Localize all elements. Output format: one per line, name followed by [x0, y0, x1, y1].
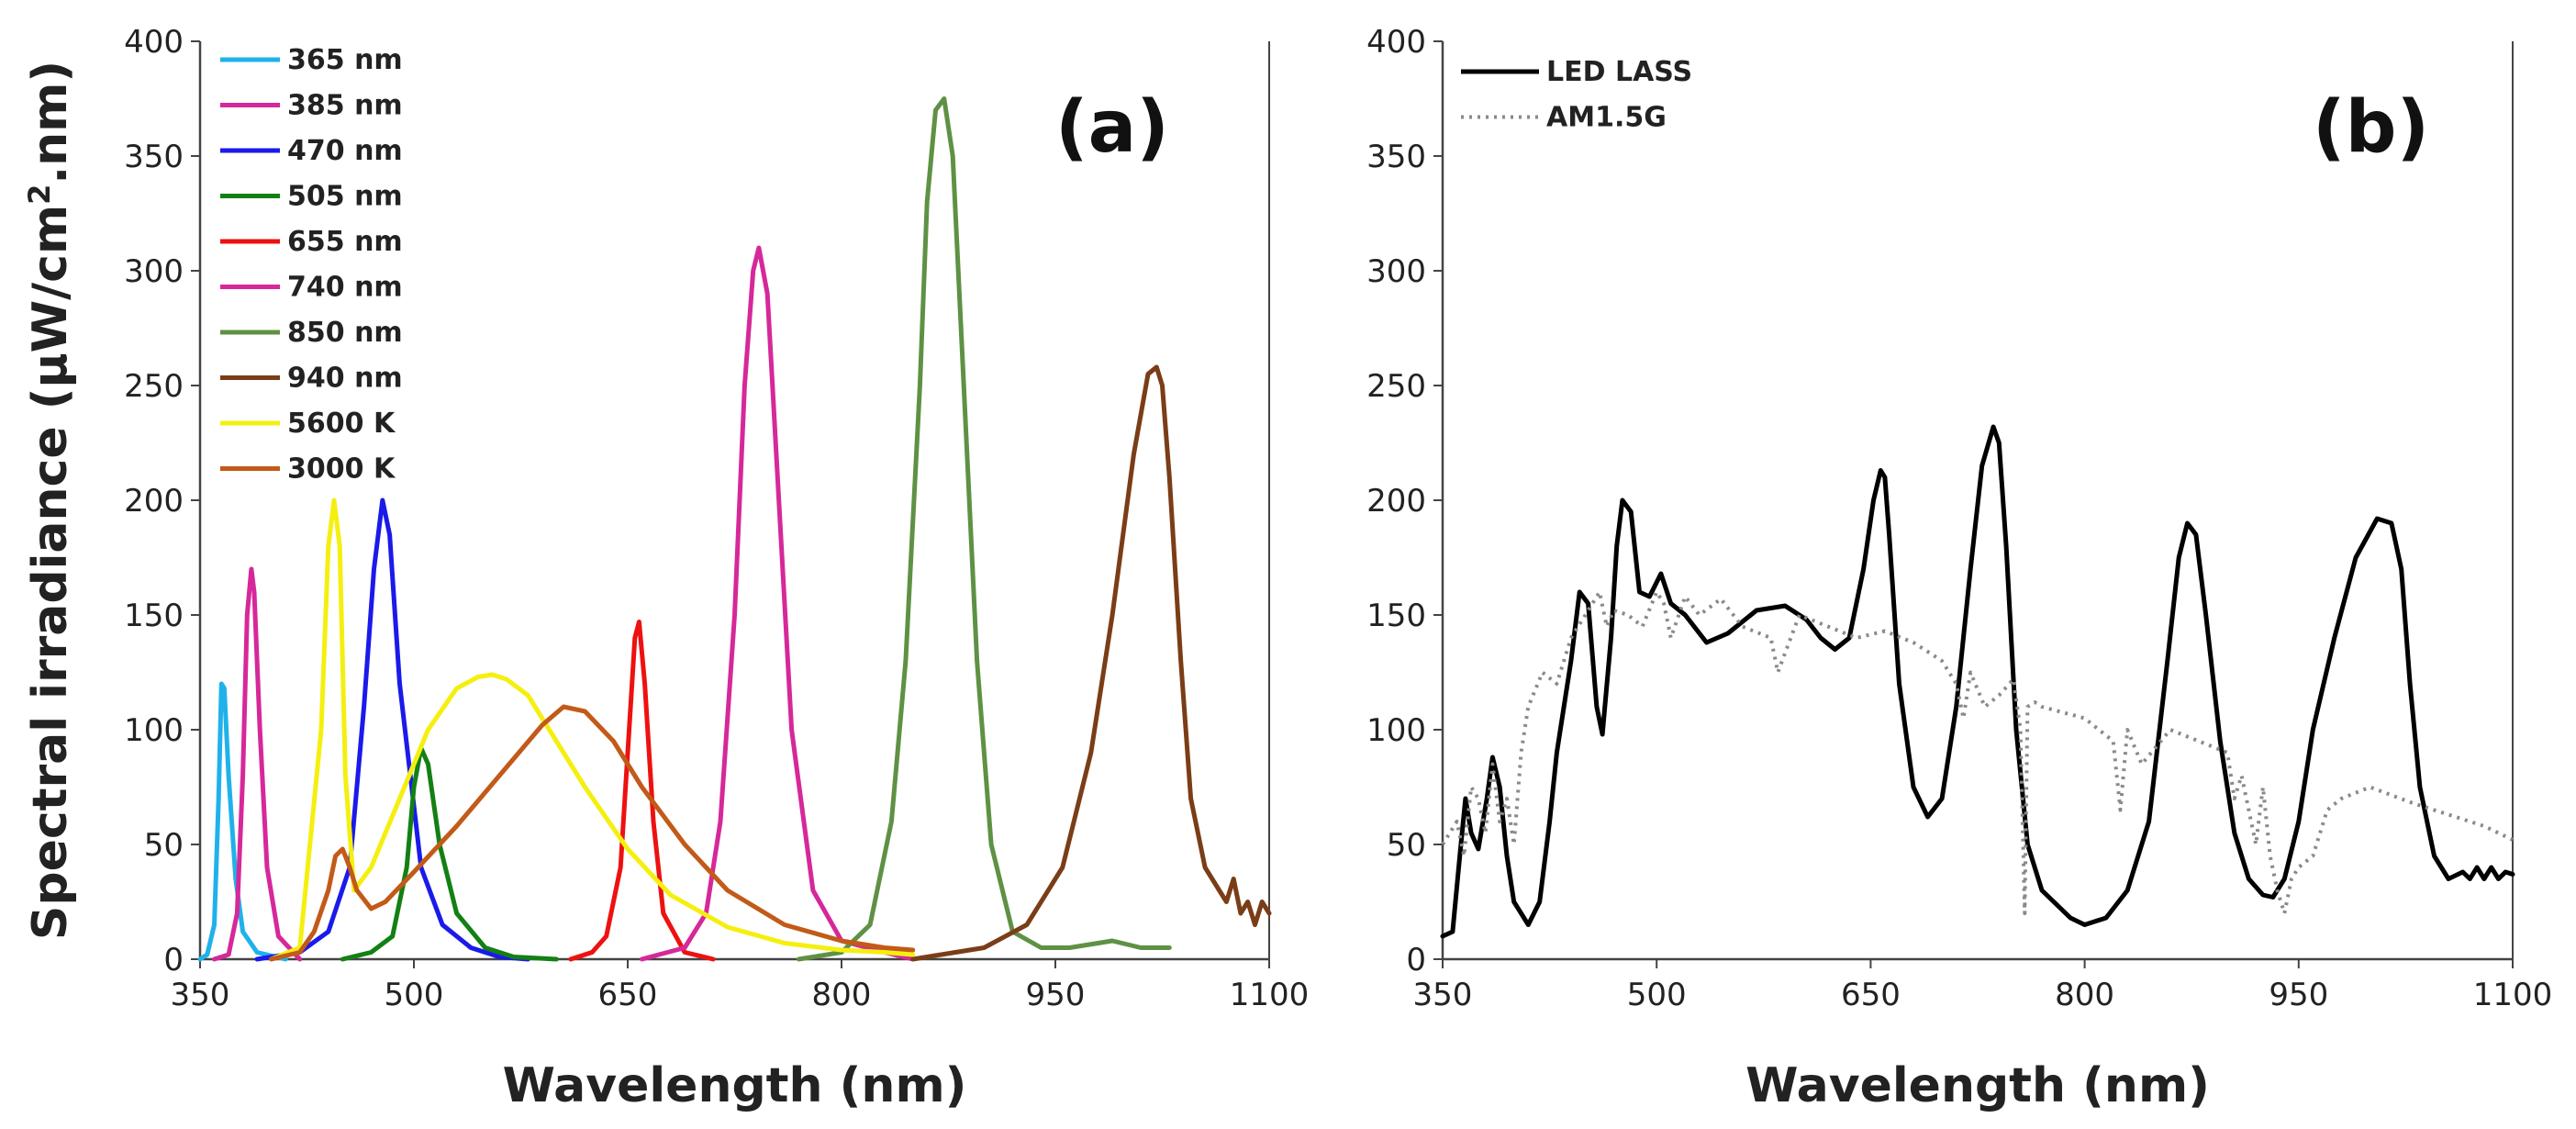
series-line-5600-k [269, 497, 916, 962]
series-line-am1-5g [1441, 590, 2514, 915]
series-line-385-nm [212, 566, 303, 962]
series-line-505-nm [340, 745, 559, 962]
legend-label: AM1.5G [1546, 102, 1667, 134]
legend-label: 470 nm [287, 135, 403, 167]
x-tick-label: 950 [2269, 977, 2328, 1013]
series-line-3000-k [269, 704, 916, 962]
y-tick-label: 400 [1366, 24, 1426, 61]
x-tick-label: 800 [812, 977, 872, 1013]
x-axis-label: Wavelength (nm) [503, 1058, 967, 1113]
series-line-940-nm [910, 364, 1272, 962]
series-line-850-nm [796, 96, 1172, 962]
legend-label: LED LASS [1546, 56, 1692, 88]
panel-a-chart: 350 500 650 800 950 1100 0 50 100 150 200 250 300 350… [22, 24, 1309, 1113]
legend-label: 5600 K [287, 408, 396, 440]
x-tick-label: 650 [1841, 977, 1901, 1013]
y-tick-label: 200 [124, 483, 184, 520]
legend-label: 940 nm [287, 363, 403, 395]
legend-label: 655 nm [287, 226, 403, 258]
y-tick-label: 350 [124, 139, 184, 175]
legend-label: 3000 K [287, 453, 396, 486]
y-tick-label: 350 [1366, 139, 1426, 175]
legend-label: 385 nm [287, 90, 403, 122]
y-tick-label: 100 [1366, 712, 1426, 749]
series-line-365-nm [197, 681, 288, 962]
legend-label: 850 nm [287, 317, 403, 349]
x-tick-label: 500 [1627, 977, 1687, 1013]
legend-label: 365 nm [287, 44, 403, 76]
x-tick-label: 350 [1413, 977, 1473, 1013]
y-tick-label: 300 [124, 253, 184, 290]
y-tick-label: 0 [163, 942, 184, 978]
panel-label: (a) [1055, 86, 1169, 169]
y-tick-label: 200 [1366, 483, 1426, 520]
x-tick-label: 350 [171, 977, 230, 1013]
x-axis-label: Wavelength (nm) [1745, 1058, 2210, 1113]
y-axis-label: Spectral irradiance (µW/cm2.nm) [22, 61, 78, 940]
legend-label: 740 nm [287, 272, 403, 304]
x-tick-label: 500 [385, 977, 444, 1013]
y-tick-label: 50 [144, 827, 184, 864]
y-tick-label: 50 [1387, 827, 1426, 864]
y-tick-label: 0 [1406, 942, 1426, 978]
x-tick-label: 1100 [2473, 977, 2553, 1013]
series-line-655-nm [568, 620, 716, 962]
y-tick-label: 150 [124, 598, 184, 634]
x-tick-label: 650 [598, 977, 658, 1013]
y-tick-label: 300 [1366, 253, 1426, 290]
legend-label: 505 nm [287, 181, 403, 213]
series-line-led-lass [1440, 424, 2515, 939]
y-tick-label: 400 [124, 24, 184, 61]
x-tick-label: 1100 [1230, 977, 1310, 1013]
x-tick-label: 950 [1026, 977, 1086, 1013]
y-tick-label: 150 [1366, 598, 1426, 634]
y-tick-label: 250 [124, 368, 184, 405]
y-tick-label: 250 [1366, 368, 1426, 405]
panel-b-chart: 350 500 650 800 950 1100 0 50 100 150 200 250 300 350… [1366, 24, 2552, 1113]
x-tick-label: 800 [2055, 977, 2114, 1013]
panel-label: (b) [2313, 86, 2429, 169]
series-line-740-nm [640, 245, 916, 962]
series-line-470-nm [254, 497, 530, 962]
y-tick-label: 100 [124, 712, 184, 749]
